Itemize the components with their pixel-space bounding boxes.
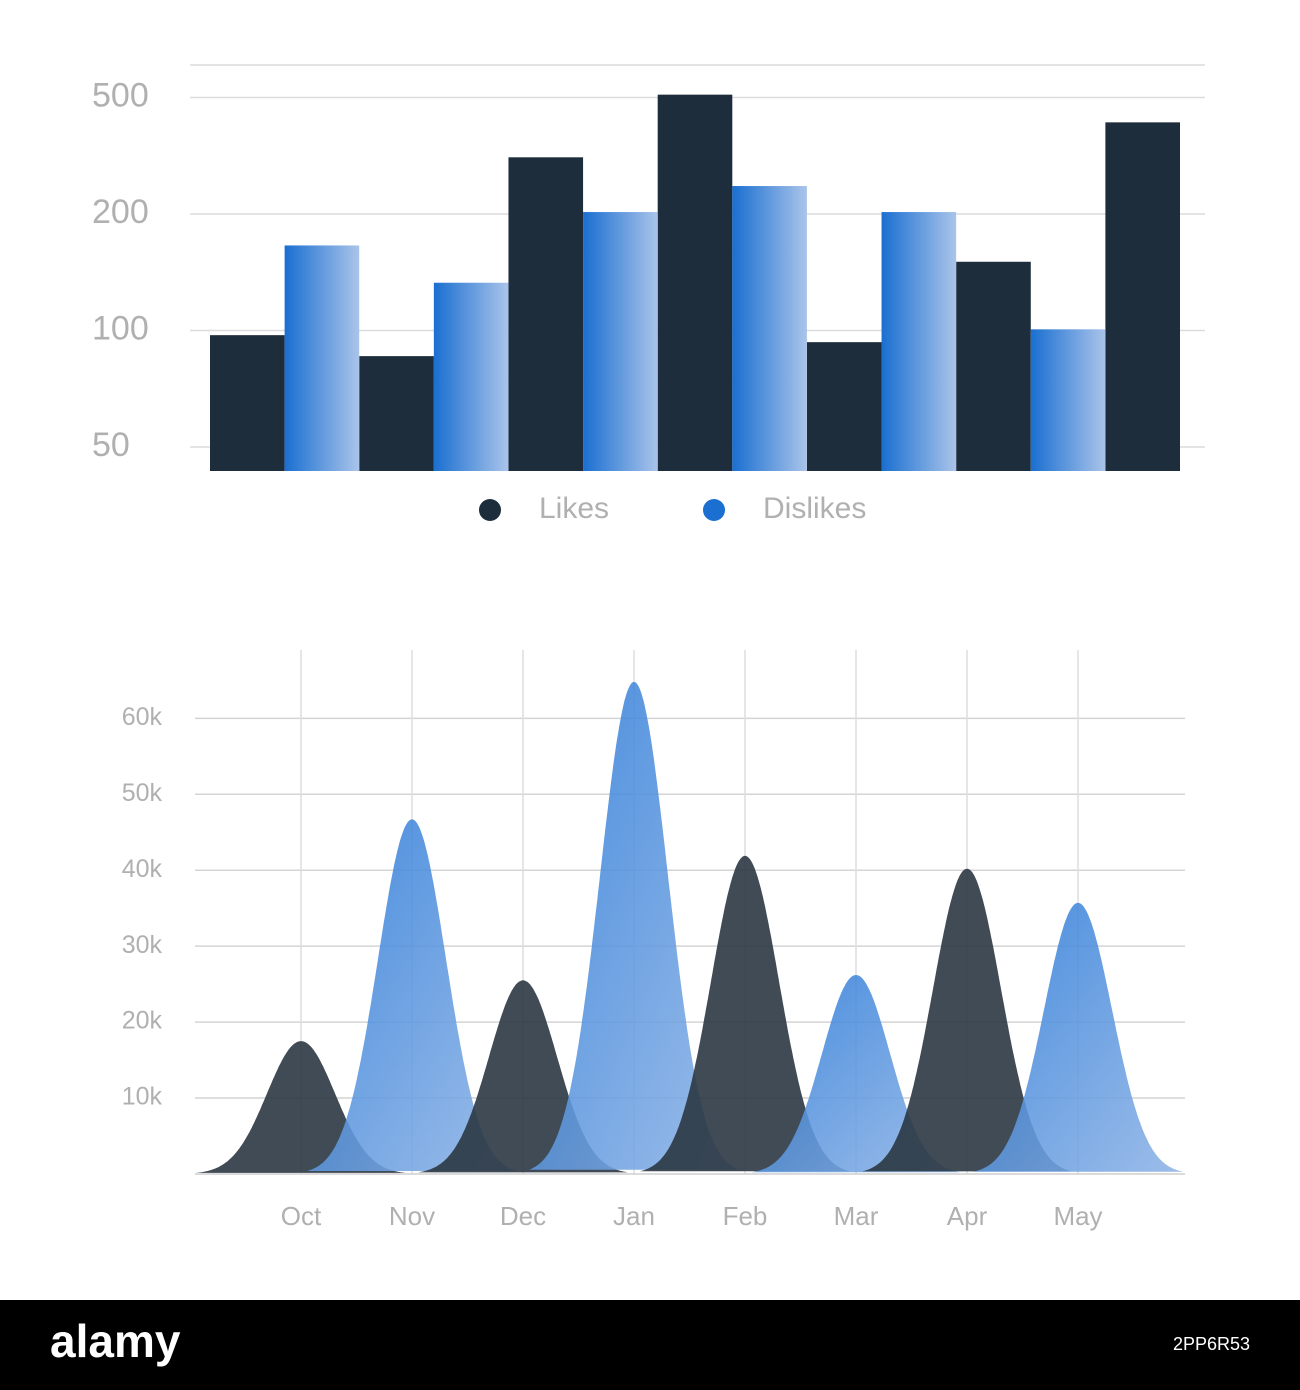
- bar: [732, 186, 807, 472]
- y-tick-label: 50k: [122, 779, 163, 807]
- area-peak: [307, 819, 517, 1171]
- footer-id: 2PP6R53: [1173, 1334, 1250, 1354]
- area-peak: [973, 902, 1183, 1172]
- bar: [1030, 329, 1106, 471]
- y-tick-label: 200: [92, 193, 149, 231]
- x-tick-label: Dec: [500, 1201, 546, 1231]
- bar: [1105, 122, 1180, 471]
- legend-marker: [703, 499, 725, 521]
- legend-label: Likes: [539, 492, 609, 525]
- area-peak: [640, 855, 850, 1172]
- bar: [583, 212, 658, 471]
- x-tick-label: Oct: [281, 1201, 322, 1231]
- x-tick-label: Feb: [723, 1201, 768, 1231]
- x-tick-label: Mar: [834, 1201, 879, 1231]
- y-tick-label: 20k: [122, 1007, 163, 1035]
- y-tick-label: 50: [92, 426, 130, 464]
- bar: [284, 245, 360, 471]
- y-tick-label: 60k: [122, 703, 163, 731]
- area-peak: [529, 681, 739, 1170]
- legend-marker: [479, 499, 501, 521]
- bar: [956, 261, 1031, 471]
- bar: [359, 356, 434, 471]
- y-tick-label: 500: [92, 76, 149, 114]
- y-tick-label: 30k: [122, 931, 163, 959]
- area-peak: [862, 868, 1072, 1172]
- bar: [433, 282, 509, 471]
- bar: [881, 212, 957, 471]
- y-tick-label: 40k: [122, 855, 163, 883]
- x-tick-label: Nov: [389, 1201, 435, 1231]
- x-tick-label: Jan: [613, 1201, 655, 1231]
- footer-brand: alamy: [50, 1315, 181, 1367]
- bar: [806, 342, 882, 471]
- bar: [210, 335, 285, 471]
- y-tick-label: 10k: [122, 1083, 163, 1111]
- x-tick-label: Apr: [947, 1201, 988, 1231]
- bar: [508, 157, 584, 471]
- x-tick-label: May: [1053, 1201, 1102, 1231]
- bar: [657, 94, 733, 471]
- y-tick-label: 100: [92, 309, 149, 347]
- legend-label: Dislikes: [763, 492, 866, 525]
- footer-bar: [0, 1300, 1300, 1390]
